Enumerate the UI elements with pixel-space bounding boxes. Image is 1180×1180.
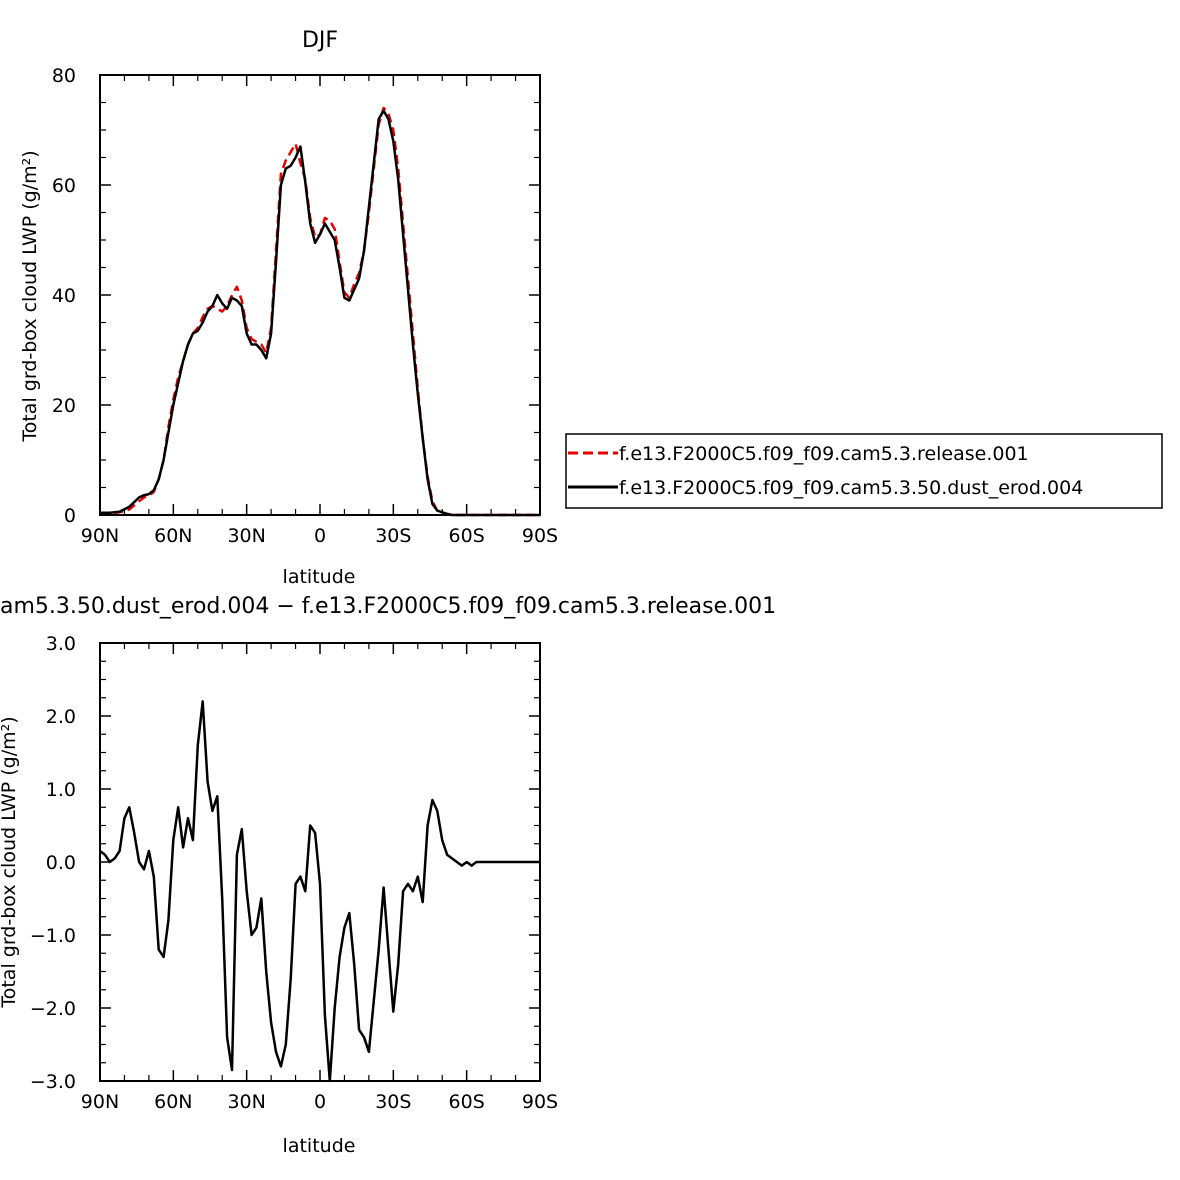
- bottom-y-tick-label: −2.0: [30, 998, 76, 1020]
- bottom-x-axis-title: latitude: [283, 1135, 356, 1157]
- top-y-tick-label: 0: [64, 505, 76, 527]
- legend-box: [565, 433, 1163, 509]
- bottom-plot-frame: [99, 642, 541, 1082]
- top-x-tick-label: 60N: [154, 525, 192, 547]
- top-y-axis-title: Total grd-box cloud LWP (g/m²): [19, 150, 41, 442]
- top-y-tick-label: 40: [52, 285, 76, 307]
- top-x-axis-title: latitude: [283, 566, 356, 588]
- top-x-tick-label: 60S: [449, 525, 485, 547]
- top-y-tick-label: 80: [52, 65, 76, 87]
- top-y-tick-label: 60: [52, 175, 76, 197]
- top-plot-title: DJF: [302, 28, 338, 53]
- bottom-x-tick-label: 90S: [522, 1091, 558, 1113]
- bottom-panel: am5.3.50.dust_erod.004 − f.e13.F2000C5.f…: [0, 594, 776, 1157]
- legend-label-dust-erod: f.e13.F2000C5.f09_f09.cam5.3.50.dust_ero…: [619, 477, 1083, 499]
- top-x-tick-label: 90N: [81, 525, 119, 547]
- top-x-tick-label: 30S: [375, 525, 411, 547]
- top-series-line-0: [100, 106, 540, 517]
- top-series-line-1: [100, 109, 540, 517]
- top-axis-ticks: 90N 60N 30N 0 30S 60S 90S 0 20 40 60 80: [52, 65, 558, 547]
- bottom-series-line-0: [99, 700, 540, 1083]
- legend: f.e13.F2000C5.f09_f09.cam5.3.release.001…: [565, 433, 1163, 509]
- top-x-tick-label: 30N: [227, 525, 265, 547]
- bottom-x-tick-label: 0: [314, 1091, 326, 1113]
- top-panel: DJF Total grd-box cloud LWP (g/m²) latit…: [19, 28, 558, 588]
- bottom-y-tick-label: 1.0: [46, 779, 76, 801]
- bottom-y-axis-title: Total grd-box cloud LWP (g/m²): [0, 716, 20, 1008]
- top-plot-frame: [99, 74, 541, 516]
- bottom-axis-ticks: 90N 60N 30N 0 30S 60S 90S 3.0 2.0 1.0 0.0 −1.0 −2.0 −…: [30, 633, 558, 1113]
- bottom-x-tick-label: 30N: [227, 1091, 265, 1113]
- bottom-y-tick-label: −1.0: [30, 925, 76, 947]
- bottom-x-tick-label: 60S: [449, 1091, 485, 1113]
- top-x-tick-label: 0: [314, 525, 326, 547]
- bottom-y-tick-label: 0.0: [46, 852, 76, 874]
- bottom-y-tick-label: 3.0: [46, 633, 76, 655]
- bottom-y-axis-title-clip: Total grd-box cloud LWP (g/m²): [0, 716, 20, 1008]
- top-x-tick-label: 90S: [522, 525, 558, 547]
- bottom-x-tick-label: 60N: [154, 1091, 192, 1113]
- bottom-y-tick-label: 2.0: [46, 706, 76, 728]
- legend-label-release: f.e13.F2000C5.f09_f09.cam5.3.release.001: [619, 443, 1029, 465]
- bottom-plot-title: am5.3.50.dust_erod.004 − f.e13.F2000C5.f…: [0, 594, 776, 619]
- bottom-x-tick-label: 90N: [81, 1091, 119, 1113]
- top-series-lines: [100, 106, 540, 517]
- bottom-series-lines: [99, 700, 540, 1083]
- bottom-x-tick-label: 30S: [375, 1091, 411, 1113]
- top-y-tick-label: 20: [52, 395, 76, 417]
- bottom-y-tick-label: −3.0: [30, 1071, 76, 1093]
